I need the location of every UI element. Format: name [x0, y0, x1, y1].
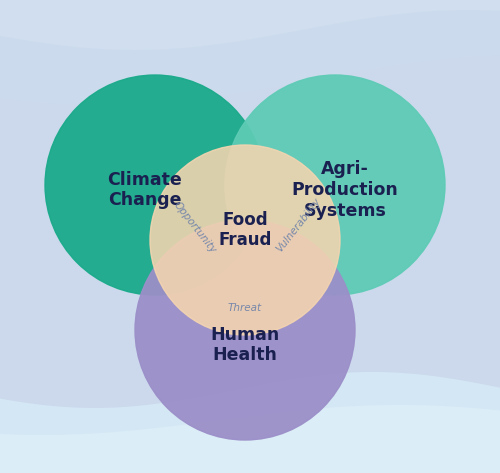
- Text: Human
Health: Human Health: [210, 325, 280, 364]
- Text: Food
Fraud: Food Fraud: [218, 210, 272, 249]
- Text: Vulnerability: Vulnerability: [274, 196, 322, 254]
- Text: Threat: Threat: [228, 303, 262, 313]
- Circle shape: [150, 145, 340, 335]
- Text: Agri-
Production
Systems: Agri- Production Systems: [292, 160, 399, 220]
- Circle shape: [225, 75, 445, 295]
- Circle shape: [45, 75, 265, 295]
- Polygon shape: [0, 0, 500, 50]
- Polygon shape: [0, 405, 500, 473]
- Polygon shape: [0, 372, 500, 473]
- Text: Opportunity: Opportunity: [172, 200, 218, 256]
- Circle shape: [135, 220, 355, 440]
- Polygon shape: [0, 0, 500, 105]
- Text: Climate
Change: Climate Change: [108, 171, 182, 210]
